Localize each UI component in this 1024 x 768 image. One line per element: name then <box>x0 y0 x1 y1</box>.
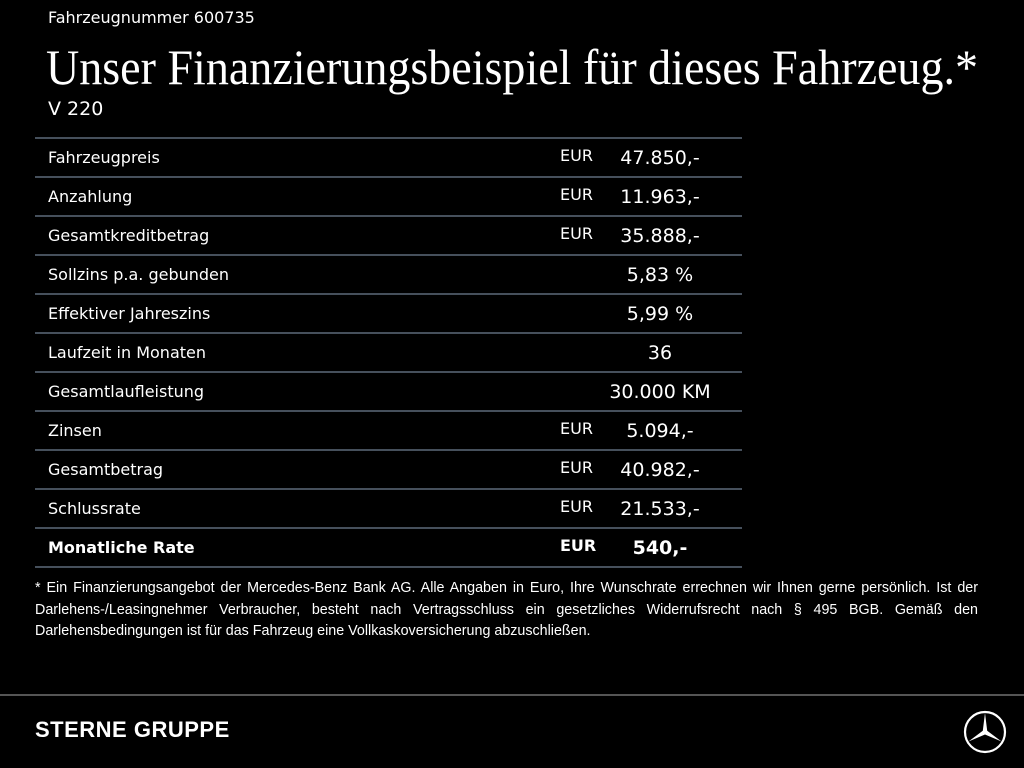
vehicle-number: Fahrzeugnummer 600735 <box>48 8 255 27</box>
row-currency: EUR <box>560 536 597 555</box>
row-label: Sollzins p.a. gebunden <box>48 265 230 284</box>
row-currency: EUR <box>560 419 593 438</box>
brand: STERNE GRUPPE <box>35 717 230 742</box>
table-row: Zinsen EUR 5.094,- <box>35 410 742 449</box>
row-value: 5,99 % <box>626 303 694 325</box>
row-value: 11.963,- <box>620 186 700 208</box>
row-label: Laufzeit in Monaten <box>48 343 207 362</box>
row-value: 40.982,- <box>620 459 700 481</box>
title-box: Unser Finanzierungsbeispiel für dieses F… <box>46 39 978 95</box>
table-row: Effektiver Jahreszins 5,99 % <box>35 293 742 332</box>
footnote: * Ein Finanzierungsangebot der Mercedes-… <box>35 580 978 639</box>
row-value: 30.000 KM <box>609 381 711 403</box>
title: Unser Finanzierungsbeispiel für dieses F… <box>46 39 978 95</box>
logo <box>963 710 1007 754</box>
row-currency: EUR <box>560 146 593 165</box>
row-currency: EUR <box>560 185 593 204</box>
row-label: Monatliche Rate <box>48 538 195 557</box>
table-row: Gesamtkreditbetrag EUR 35.888,- <box>35 215 742 254</box>
row-label: Fahrzeugpreis <box>48 148 160 167</box>
divider <box>0 694 1024 696</box>
row-value: 35.888,- <box>620 225 700 247</box>
row-label: Gesamtkreditbetrag <box>48 226 210 245</box>
row-currency: EUR <box>560 458 593 477</box>
table-row: Schlussrate EUR 21.533,- <box>35 488 742 527</box>
row-label: Effektiver Jahreszins <box>48 304 211 323</box>
table-row: Fahrzeugpreis EUR 47.850,- <box>35 137 742 176</box>
row-label: Gesamtlaufleistung <box>48 382 205 401</box>
table-row: Sollzins p.a. gebunden 5,83 % <box>35 254 742 293</box>
row-label: Gesamtbetrag <box>48 460 164 479</box>
row-value: 5,83 % <box>626 264 694 286</box>
row-label: Zinsen <box>48 421 102 440</box>
row-currency: EUR <box>560 497 593 516</box>
row-value: 5.094,- <box>626 420 694 442</box>
model: V 220 <box>48 98 104 120</box>
row-value: 21.533,- <box>620 498 700 520</box>
table-row: Laufzeit in Monaten 36 <box>35 332 742 371</box>
row-value: 540,- <box>632 537 688 559</box>
table-row: Gesamtbetrag EUR 40.982,- <box>35 449 742 488</box>
row-value: 47.850,- <box>620 147 700 169</box>
table-row: Gesamtlaufleistung 30.000 KM <box>35 371 742 410</box>
finance-table: Fahrzeugpreis EUR 47.850,- Anzahlung EUR 11.9… <box>35 137 742 568</box>
table-row: Monatliche Rate EUR 540,- <box>35 527 742 568</box>
row-label: Schlussrate <box>48 499 141 518</box>
row-label: Anzahlung <box>48 187 133 206</box>
row-currency: EUR <box>560 224 593 243</box>
table-row: Anzahlung EUR 11.963,- <box>35 176 742 215</box>
row-value: 36 <box>647 342 673 364</box>
